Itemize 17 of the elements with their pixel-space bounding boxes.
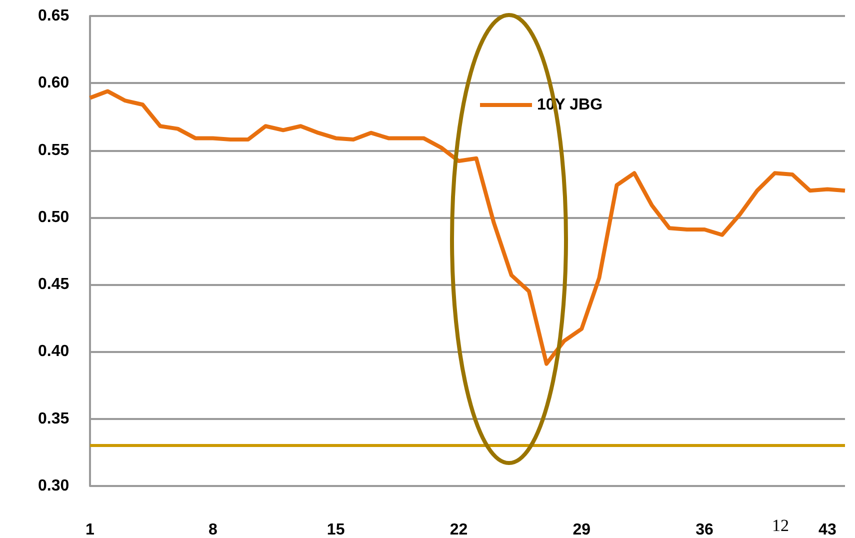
y-tick-label: 0.65 <box>38 8 70 24</box>
x-tick-label: 8 <box>208 522 218 538</box>
x-tick-label: 22 <box>450 522 468 538</box>
line-series <box>88 89 847 366</box>
text: 12 <box>772 516 789 536</box>
y-tick-label: 0.55 <box>38 142 70 159</box>
y-tick-label: 0.30 <box>38 478 70 494</box>
y-tick-label: 0.40 <box>38 343 70 360</box>
y-tick-label: 0.50 <box>38 208 70 226</box>
y-tick-label: 0.45 <box>38 276 70 294</box>
y-tick-label: 0.60 <box>38 74 70 92</box>
x-tick-label: 29 <box>572 522 591 538</box>
x-tick-label: 43 <box>818 522 836 538</box>
x-tick-label: 36 <box>696 522 714 538</box>
x-tick-label: 1 <box>86 522 95 538</box>
y-tick-label: 0.35 <box>38 410 70 428</box>
x-tick-label: 15 <box>326 522 345 538</box>
